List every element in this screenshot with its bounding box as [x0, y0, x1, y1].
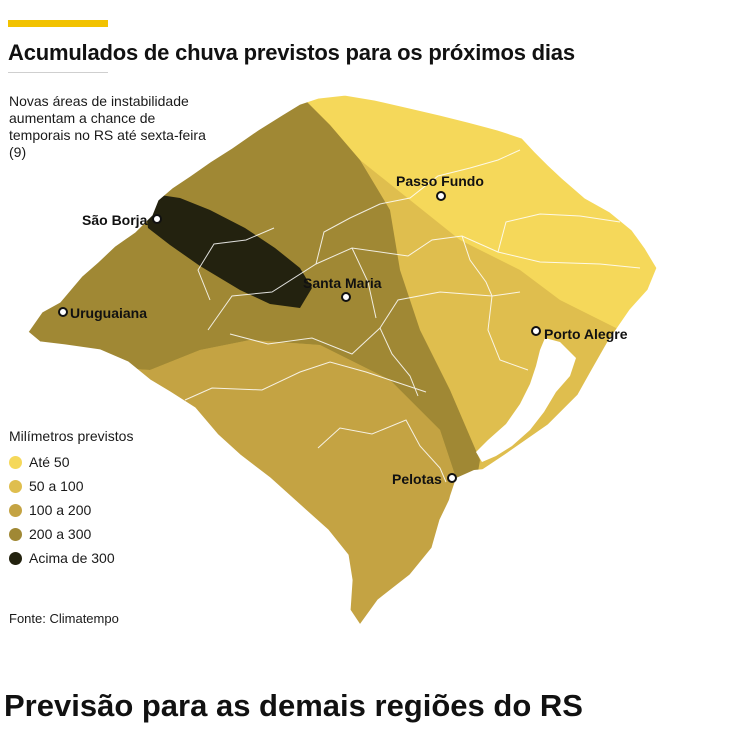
legend-label: Até 50	[29, 454, 70, 470]
city-label-santa-maria: Santa Maria	[303, 275, 382, 291]
title-divider	[8, 72, 108, 73]
city-marker-pelotas: Pelotas	[392, 471, 457, 487]
city-label-porto-alegre: Porto Alegre	[544, 326, 628, 342]
city-label-pelotas: Pelotas	[392, 471, 442, 487]
uruguaiana-dot	[58, 307, 68, 317]
santa-maria-dot	[341, 292, 351, 302]
city-label-passo-fundo: Passo Fundo	[396, 173, 484, 189]
legend-title: Milímetros previstos	[9, 428, 134, 444]
legend-item: Acima de 300	[9, 546, 133, 570]
legend-item: Até 50	[9, 450, 133, 474]
city-marker-uruguaiana: Uruguaiana	[58, 305, 147, 321]
legend-item: 200 a 300	[9, 522, 133, 546]
legend-swatch	[9, 503, 22, 517]
legend-swatch	[9, 455, 22, 469]
city-marker-porto-alegre: Porto Alegre	[531, 326, 628, 342]
accent-bar	[8, 20, 108, 27]
city-label-uruguaiana: Uruguaiana	[70, 305, 147, 321]
subtitle: Novas áreas de instabilidade aumentam a …	[9, 93, 206, 160]
source-credit: Fonte: Climatempo	[9, 611, 119, 626]
pelotas-dot	[447, 473, 457, 483]
legend-item: 50 a 100	[9, 474, 133, 498]
state-outline	[27, 94, 658, 627]
city-marker-passo-fundo: Passo Fundo	[396, 173, 484, 201]
lagoa-dos-patos	[476, 338, 576, 462]
legend: Milímetros previstos Até 50 50 a 100 100…	[9, 428, 133, 570]
region-borders	[184, 149, 641, 483]
legend-label: 200 a 300	[29, 526, 92, 542]
legend-swatch	[9, 527, 22, 541]
porto-alegre-dot	[531, 326, 541, 336]
legend-swatch	[9, 479, 22, 493]
passo-fundo-dot	[436, 191, 446, 201]
legend-label: 100 a 200	[29, 502, 92, 518]
sao-borja-dot	[152, 214, 162, 224]
next-section-title: Previsão para as demais regiões do RS	[4, 688, 583, 723]
lagoa-mirim	[446, 468, 496, 520]
city-label-sao-borja: São Borja	[82, 212, 148, 228]
legend-swatch	[9, 551, 22, 565]
legend-item: 100 a 200	[9, 498, 133, 522]
city-marker-sao-borja: São Borja	[82, 212, 162, 228]
legend-label: 50 a 100	[29, 478, 84, 494]
page-title: Acumulados de chuva previstos para os pr…	[8, 40, 575, 65]
legend-label: Acima de 300	[29, 550, 115, 566]
city-marker-santa-maria: Santa Maria	[303, 275, 382, 302]
zone-acima-300	[145, 195, 312, 308]
